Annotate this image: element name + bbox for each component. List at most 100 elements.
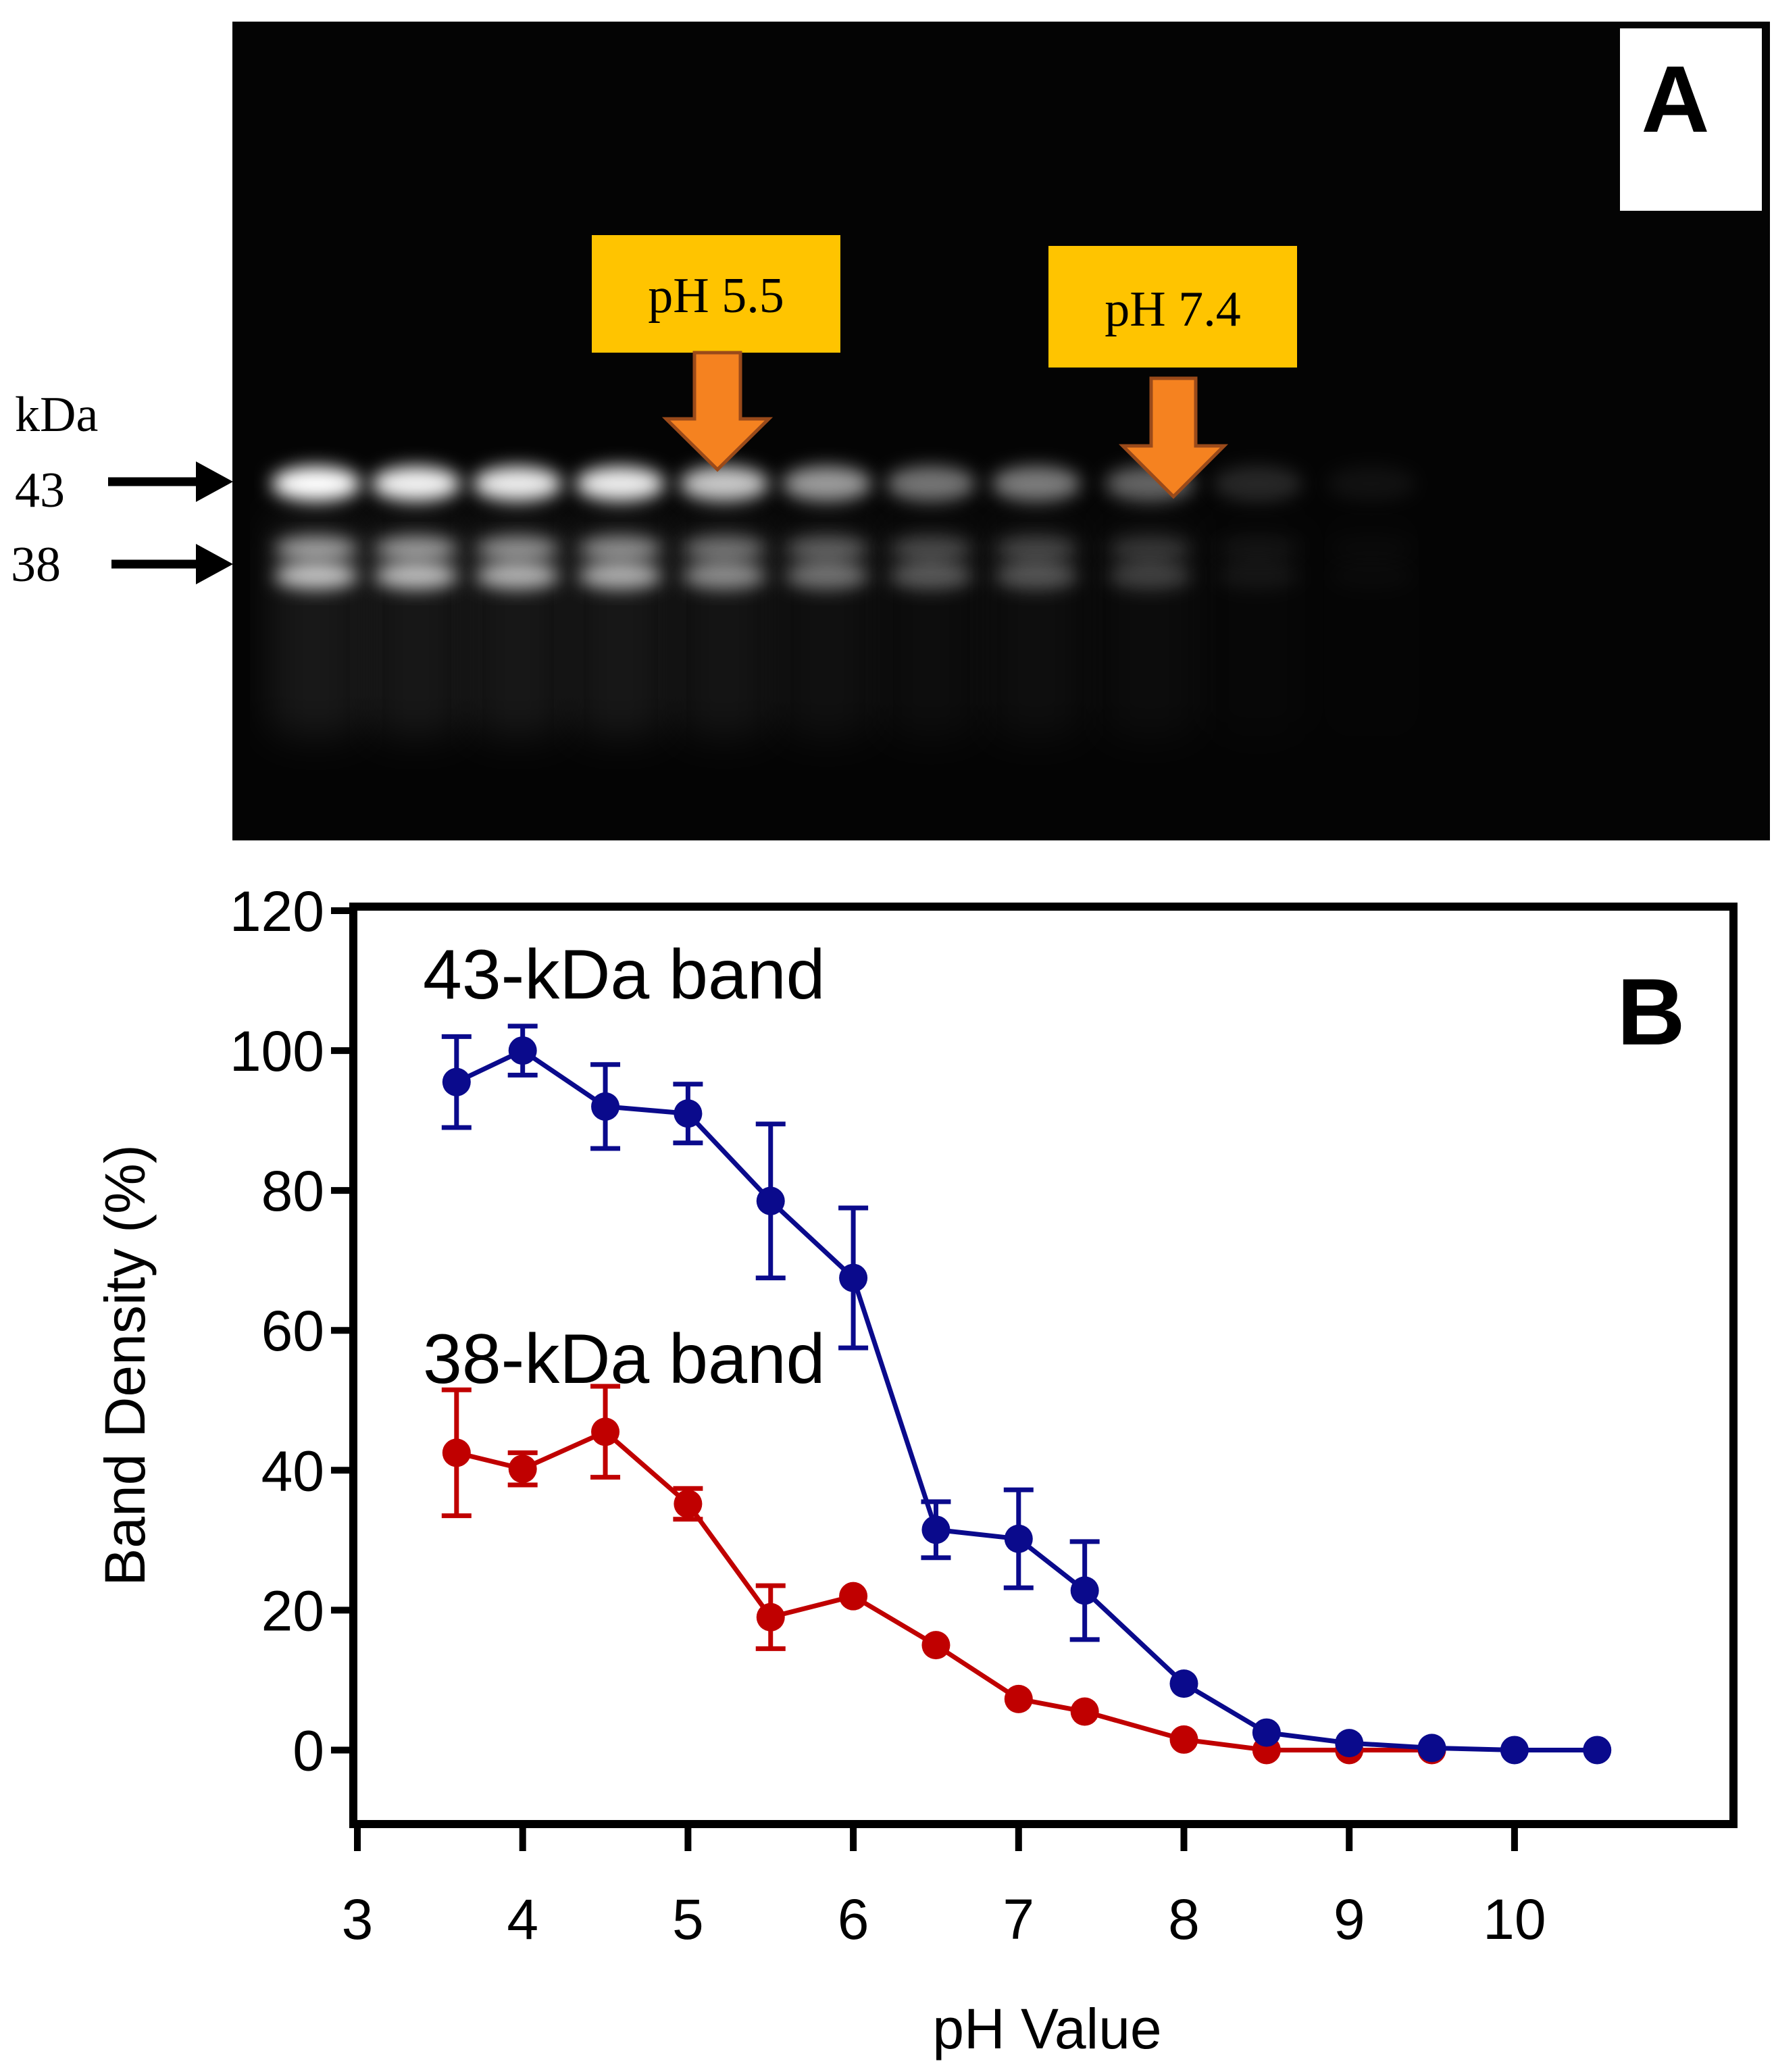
gel-band-38	[994, 562, 1078, 589]
series-label-38-kda: 38-kDa band	[423, 1320, 826, 1398]
marker-43-label: 43	[15, 463, 65, 518]
data-point	[1252, 1718, 1281, 1747]
callout-ph-5-5-arrow-icon	[661, 351, 774, 472]
y-tick-label: 0	[293, 1719, 324, 1782]
data-point	[1500, 1736, 1529, 1765]
data-point	[1583, 1736, 1612, 1765]
data-point	[1417, 1734, 1446, 1763]
gel-bands	[269, 466, 1416, 736]
x-tick-label: 3	[342, 1888, 374, 1951]
gel-band-43	[1213, 466, 1302, 501]
data-point	[756, 1186, 785, 1215]
gel-band-38-upper	[1329, 536, 1413, 561]
gel-band-38	[476, 562, 559, 589]
data-point	[1070, 1697, 1099, 1726]
data-point	[839, 1582, 868, 1611]
series-label-43-kda: 43-kDa band	[423, 936, 826, 1014]
data-point	[508, 1455, 537, 1484]
data-point	[442, 1438, 471, 1467]
gel-band-38	[785, 562, 869, 589]
data-point	[591, 1417, 620, 1446]
marker-43-arrow-icon	[108, 461, 233, 502]
marker-38-label: 38	[11, 537, 61, 592]
data-point	[921, 1631, 951, 1660]
data-point	[591, 1092, 620, 1121]
y-tick-label: 100	[230, 1019, 324, 1083]
y-tick-label: 80	[261, 1159, 324, 1223]
data-point	[921, 1515, 951, 1544]
gel-band-38	[682, 562, 766, 589]
data-point	[674, 1490, 703, 1519]
gel-band-38	[1216, 562, 1300, 589]
callout-ph-5-5: pH 5.5	[592, 235, 840, 472]
gel-band-38	[1329, 562, 1413, 589]
callout-ph-7-4-arrow-icon	[1118, 376, 1229, 499]
gel-band-38	[374, 562, 458, 589]
x-tick-label: 8	[1168, 1888, 1200, 1951]
gel-band-38-upper	[682, 536, 766, 561]
y-tick-label: 40	[261, 1439, 324, 1502]
data-point	[1169, 1725, 1198, 1754]
data-point	[839, 1263, 868, 1292]
marker-38-arrow-icon	[111, 544, 233, 584]
gel-band-38-upper	[994, 536, 1078, 561]
data-point	[1004, 1524, 1033, 1553]
gel-band-38-upper	[374, 536, 458, 561]
gel-band-38-upper	[476, 536, 559, 561]
callout-ph-5-5-label: pH 5.5	[648, 268, 784, 324]
data-point	[442, 1067, 471, 1096]
gel-band-43	[1327, 466, 1416, 501]
x-tick-label: 6	[838, 1888, 869, 1951]
x-tick-label: 7	[1003, 1888, 1034, 1951]
x-axis: 3 4 5 6 7 8 9 10	[342, 1828, 1546, 1951]
gel-band-43	[576, 466, 665, 501]
data-point	[674, 1099, 703, 1128]
gel-band-38	[889, 562, 973, 589]
y-axis-label: Band Density (%)	[93, 1144, 157, 1586]
kda-unit-label: kDa	[15, 387, 98, 443]
gel-panel: A kDa 43 38 pH 5.5 pH 7.4	[11, 22, 1770, 840]
gel-band-38	[578, 562, 662, 589]
panel-a-label: A	[1641, 46, 1709, 152]
y-axis: 0 20 40 60 80 100 120	[230, 880, 353, 1782]
gel-band-38-upper	[889, 536, 973, 561]
data-point	[1169, 1669, 1198, 1698]
series-38-kda-band	[441, 1384, 1446, 1765]
series-layer	[441, 1024, 1612, 1765]
gel-band-38-upper	[1108, 536, 1192, 561]
callout-ph-5-5-box	[592, 235, 840, 353]
plot-frame	[349, 903, 1738, 1828]
x-tick-label: 9	[1334, 1888, 1365, 1951]
x-tick-label: 4	[507, 1888, 538, 1951]
gel-band-43	[992, 466, 1081, 501]
series-43-kda-band	[441, 1024, 1612, 1765]
series-line-43-kda-band	[455, 1048, 1598, 1752]
gel-band-43	[782, 466, 871, 501]
gel-band-38	[1108, 562, 1192, 589]
data-point	[1335, 1729, 1364, 1758]
gel-band-38	[274, 562, 358, 589]
gel-band-43	[886, 466, 975, 501]
gel-band-38-upper	[1216, 536, 1300, 561]
data-point	[508, 1036, 537, 1065]
data-point	[1070, 1576, 1099, 1605]
callout-ph-7-4-label: pH 7.4	[1105, 282, 1240, 337]
panel-a-label-box	[1620, 28, 1762, 211]
gel-band-43	[680, 466, 769, 501]
data-point	[756, 1602, 785, 1632]
gel-band-43	[372, 466, 461, 501]
gel-band-43	[272, 466, 361, 501]
callout-ph-7-4-box	[1048, 246, 1297, 368]
gel-band-38-upper	[274, 536, 358, 561]
y-tick-label: 120	[230, 880, 324, 943]
callout-ph-7-4: pH 7.4	[1048, 246, 1297, 499]
x-tick-label: 10	[1483, 1888, 1546, 1951]
x-tick-label: 5	[672, 1888, 704, 1951]
y-tick-label: 20	[261, 1579, 324, 1642]
gel-band-38-upper	[785, 536, 869, 561]
y-tick-label: 60	[261, 1299, 324, 1363]
panel-b-label: B	[1617, 959, 1685, 1065]
data-point	[1004, 1684, 1033, 1713]
